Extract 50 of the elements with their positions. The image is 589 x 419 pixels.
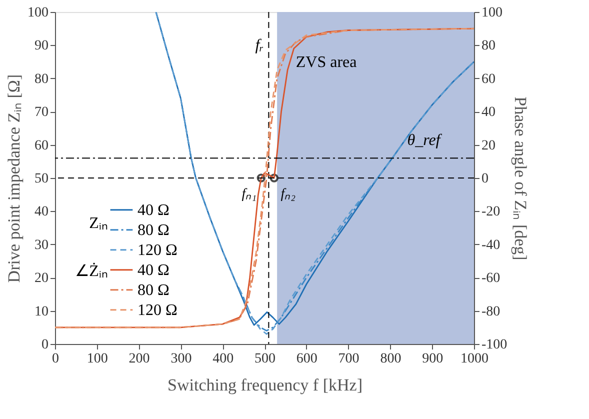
y2-tick-label: -100 xyxy=(482,338,508,352)
x-axis-title: Switching frequency f [kHz] xyxy=(168,376,362,394)
line-series xyxy=(55,28,474,328)
x-tick-label: 0 xyxy=(52,352,59,366)
x-tick-label: 500 xyxy=(254,352,276,366)
y2-tick-label: 20 xyxy=(482,138,496,154)
y-tick-label: 50 xyxy=(34,172,48,186)
x-tick-label: 200 xyxy=(128,352,150,366)
annotation: ∠Żᵢₙ xyxy=(75,262,108,280)
y2-tick-label: -60 xyxy=(482,271,500,286)
ref-line-label: θ_ref xyxy=(407,132,443,150)
legend-label: 80 Ω xyxy=(137,222,170,239)
annotation: fₙ₂ xyxy=(280,187,296,202)
y-tick-label: 0 xyxy=(42,338,48,352)
y-tick-label: 60 xyxy=(34,138,48,154)
legend-label: 40 Ω xyxy=(137,202,170,219)
y-tick-label: 20 xyxy=(34,271,48,286)
x-tick-label: 800 xyxy=(380,352,402,366)
y2-tick-label: 0 xyxy=(482,172,488,186)
x-tick-label: 900 xyxy=(422,352,444,366)
annotation: fₙ₁ xyxy=(242,187,257,202)
band-label: ZVS area xyxy=(296,54,357,71)
y2-axis-title: Phase angle of Zᵢₙ [deg] xyxy=(511,96,530,260)
x-tick-label: 300 xyxy=(170,352,192,366)
x-tick-label: 700 xyxy=(338,352,360,366)
ref-line-label: fᵣ xyxy=(255,37,264,54)
y-tick-label: 80 xyxy=(34,72,48,87)
x-tick-label: 1000 xyxy=(460,352,488,366)
y2-tick-label: -40 xyxy=(482,238,500,253)
y-tick-label: 100 xyxy=(28,6,48,20)
legend-label: 120 Ω xyxy=(137,302,178,319)
x-tick-label: 400 xyxy=(212,352,234,366)
y-tick-label: 40 xyxy=(34,204,48,220)
y2-tick-label: 40 xyxy=(482,105,496,120)
legend-label: 80 Ω xyxy=(137,282,170,299)
y2-tick-label: -20 xyxy=(482,204,500,220)
legend-label: 40 Ω xyxy=(137,262,170,279)
y2-tick-label: 100 xyxy=(482,6,502,20)
x-tick-label: 100 xyxy=(86,352,108,366)
y2-tick-label: 80 xyxy=(482,38,496,54)
y-axis-title: Drive point impedance Zᵢₙ [Ω] xyxy=(4,74,24,283)
y-tick-label: 70 xyxy=(34,105,48,120)
y-tick-label: 10 xyxy=(34,304,48,320)
legend-label: 120 Ω xyxy=(137,242,178,259)
y-tick-label: 30 xyxy=(34,238,48,253)
y-tick-label: 90 xyxy=(34,38,48,54)
y2-tick-label: -80 xyxy=(482,304,500,320)
x-tick-label: 600 xyxy=(296,352,318,366)
y2-tick-label: 60 xyxy=(482,72,496,87)
annotation: Zᵢₙ xyxy=(89,214,108,232)
